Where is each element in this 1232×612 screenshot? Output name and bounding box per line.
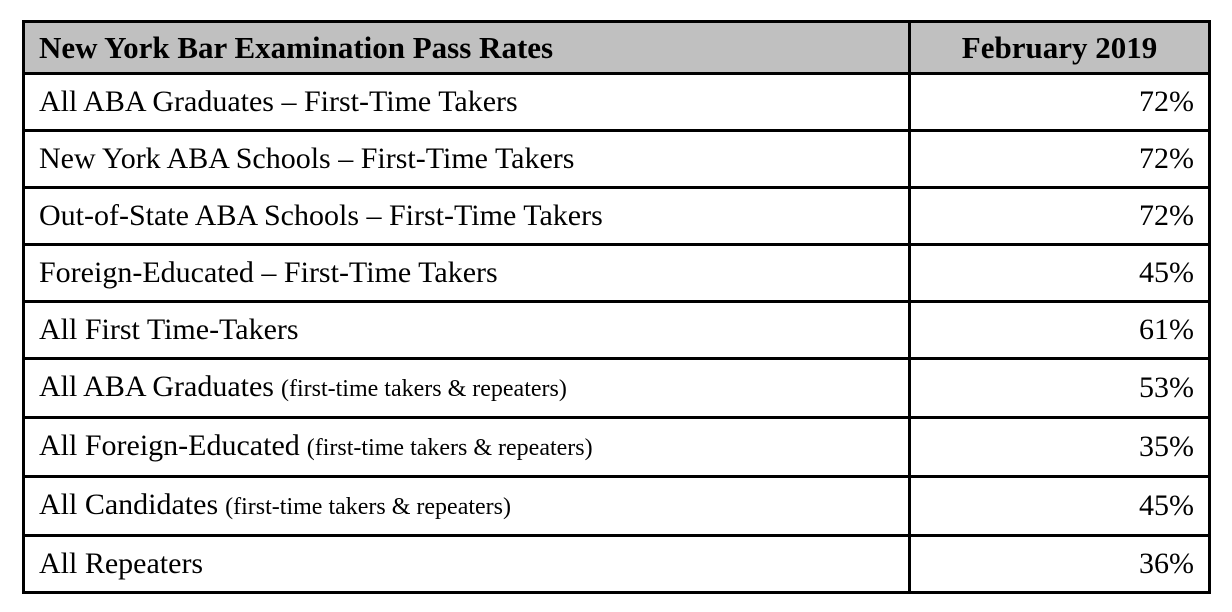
pass-rate-cell: 45% bbox=[908, 243, 1211, 303]
pass-rate-cell: 72% bbox=[908, 129, 1211, 189]
category-cell: All Repeaters bbox=[22, 534, 911, 594]
table-row: All First Time-Takers 61% bbox=[22, 300, 1211, 360]
category-label: All First Time-Takers bbox=[39, 313, 299, 346]
pass-rate-cell: 61% bbox=[908, 300, 1211, 360]
pass-rate-cell: 36% bbox=[908, 534, 1211, 594]
category-cell: New York ABA Schools – First-Time Takers bbox=[22, 129, 911, 189]
pass-rate-cell: 72% bbox=[908, 72, 1211, 132]
pass-rates-table-container: New York Bar Examination Pass Rates Febr… bbox=[22, 20, 1211, 594]
category-label: All ABA Graduates – First-Time Takers bbox=[39, 85, 518, 118]
category-label: All Candidates bbox=[39, 488, 219, 521]
category-cell: All ABA Graduates (first-time takers & re… bbox=[22, 357, 911, 419]
pass-rate-cell: 53% bbox=[908, 357, 1211, 419]
category-cell: Out-of-State ABA Schools – First-Time Ta… bbox=[22, 186, 911, 246]
table-row: All Candidates (first-time takers & repea… bbox=[22, 475, 1211, 537]
category-label: Out-of-State ABA Schools – First-Time Ta… bbox=[39, 199, 603, 232]
table-row: New York ABA Schools – First-Time Takers… bbox=[22, 129, 1211, 189]
table-row: All ABA Graduates (first-time takers & re… bbox=[22, 357, 1211, 419]
category-cell: Foreign-Educated – First-Time Takers bbox=[22, 243, 911, 303]
category-label: Foreign-Educated – First-Time Takers bbox=[39, 256, 498, 289]
table-row: Foreign-Educated – First-Time Takers 45% bbox=[22, 243, 1211, 303]
table-row: Out-of-State ABA Schools – First-Time Ta… bbox=[22, 186, 1211, 246]
pass-rate-cell: 72% bbox=[908, 186, 1211, 246]
category-note: (first-time takers & repeaters) bbox=[306, 435, 593, 461]
table-row: All Foreign-Educated (first-time takers &… bbox=[22, 416, 1211, 478]
category-note: (first-time takers & repeaters) bbox=[225, 494, 512, 520]
table-header-row: New York Bar Examination Pass Rates Febr… bbox=[22, 20, 1211, 75]
table-row: All ABA Graduates – First-Time Takers 72… bbox=[22, 72, 1211, 132]
category-cell: All Candidates (first-time takers & repea… bbox=[22, 475, 911, 537]
category-label: New York ABA Schools – First-Time Takers bbox=[39, 142, 575, 175]
table-title: New York Bar Examination Pass Rates bbox=[22, 20, 911, 75]
category-cell: All Foreign-Educated (first-time takers &… bbox=[22, 416, 911, 478]
table-period-header: February 2019 bbox=[908, 20, 1211, 75]
pass-rates-table: New York Bar Examination Pass Rates Febr… bbox=[22, 20, 1211, 594]
category-cell: All ABA Graduates – First-Time Takers bbox=[22, 72, 911, 132]
category-label: All ABA Graduates bbox=[39, 370, 274, 403]
pass-rate-cell: 35% bbox=[908, 416, 1211, 478]
category-label: All Foreign-Educated bbox=[39, 429, 300, 462]
pass-rate-cell: 45% bbox=[908, 475, 1211, 537]
table-row: All Repeaters 36% bbox=[22, 534, 1211, 594]
category-label: All Repeaters bbox=[39, 547, 204, 580]
category-note: (first-time takers & repeaters) bbox=[280, 376, 567, 402]
category-cell: All First Time-Takers bbox=[22, 300, 911, 360]
